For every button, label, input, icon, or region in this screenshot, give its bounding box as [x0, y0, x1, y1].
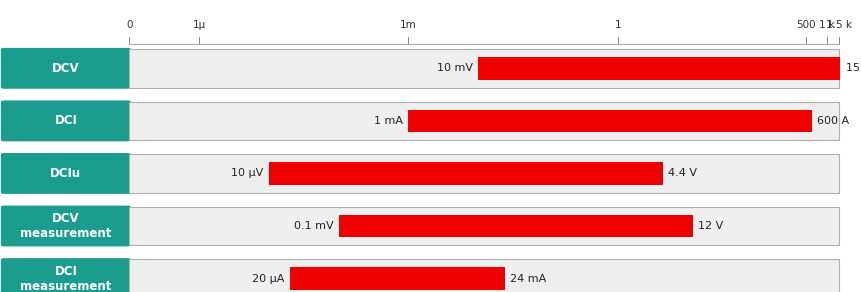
Text: 4.4 V: 4.4 V — [668, 168, 697, 178]
Text: 1.5 k: 1.5 k — [827, 20, 852, 30]
Text: 1 mA: 1 mA — [375, 116, 403, 126]
Text: DCIu: DCIu — [50, 167, 82, 180]
Text: DCI: DCI — [54, 114, 77, 127]
Text: 600 A: 600 A — [817, 116, 849, 126]
Text: 1550 V: 1550 V — [846, 63, 861, 73]
Text: DCI
measurement: DCI measurement — [20, 265, 112, 292]
Text: 10 mV: 10 mV — [437, 63, 473, 73]
Text: 20 μA: 20 μA — [252, 274, 285, 284]
Text: DCV: DCV — [52, 62, 80, 75]
Text: 1μ: 1μ — [192, 20, 206, 30]
Text: 1 k: 1 k — [819, 20, 835, 30]
Text: 12 V: 12 V — [698, 221, 723, 231]
Text: 500: 500 — [796, 20, 816, 30]
Text: 0.1 mV: 0.1 mV — [294, 221, 333, 231]
Text: 10 μV: 10 μV — [232, 168, 263, 178]
Text: 0: 0 — [126, 20, 133, 30]
Text: 1m: 1m — [400, 20, 417, 30]
Text: DCV
measurement: DCV measurement — [20, 212, 112, 240]
Text: 1: 1 — [615, 20, 621, 30]
Text: 24 mA: 24 mA — [510, 274, 546, 284]
